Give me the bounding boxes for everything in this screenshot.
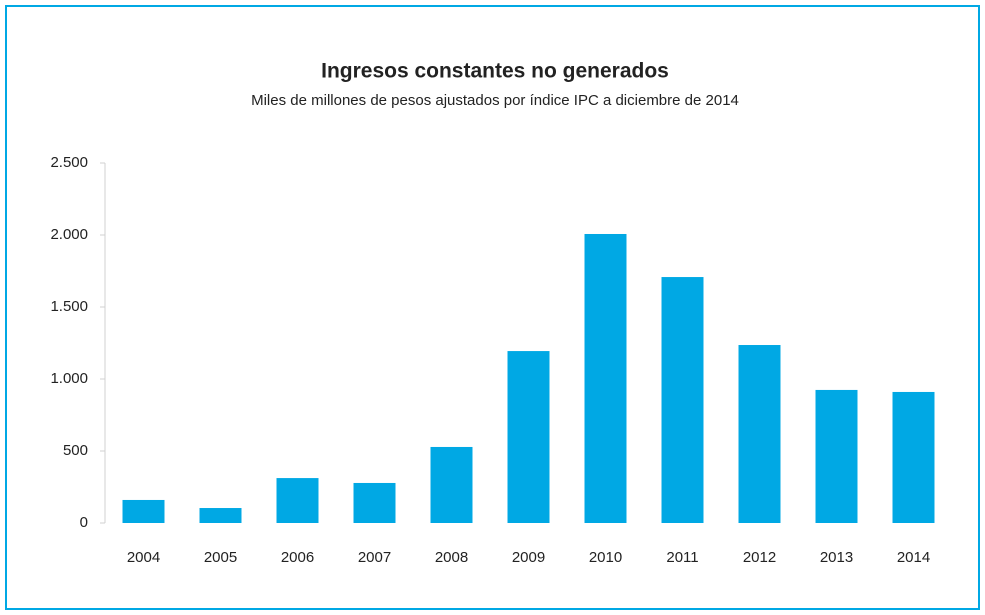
x-tick-label: 2004 bbox=[127, 549, 160, 566]
bar bbox=[892, 391, 935, 523]
bar bbox=[584, 233, 627, 523]
x-tick-label: 2007 bbox=[358, 549, 391, 566]
x-tick-label: 2012 bbox=[743, 549, 776, 566]
bar bbox=[661, 277, 704, 523]
bar bbox=[507, 351, 550, 523]
x-tick-label: 2011 bbox=[666, 549, 698, 566]
y-tick-label: 2.000 bbox=[50, 226, 88, 243]
y-tick-label: 500 bbox=[63, 442, 88, 459]
chart-subtitle: Miles de millones de pesos ajustados por… bbox=[251, 92, 739, 109]
bar bbox=[353, 482, 396, 523]
y-tick-label: 0 bbox=[80, 514, 88, 531]
x-tick-label: 2013 bbox=[820, 549, 853, 566]
x-tick-label: 2014 bbox=[897, 549, 930, 566]
bar bbox=[430, 446, 473, 523]
bar bbox=[276, 478, 319, 523]
chart-title: Ingresos constantes no generados bbox=[321, 60, 669, 83]
frame bbox=[5, 5, 980, 610]
bar bbox=[738, 345, 781, 523]
y-tick-label: 1.500 bbox=[50, 298, 88, 315]
x-tick-label: 2006 bbox=[281, 549, 314, 566]
bar bbox=[199, 508, 242, 523]
x-tick-label: 2009 bbox=[512, 549, 545, 566]
y-tick-label: 2.500 bbox=[50, 154, 88, 171]
x-tick-label: 2008 bbox=[435, 549, 468, 566]
bar bbox=[815, 389, 858, 523]
x-tick-label: 2005 bbox=[204, 549, 237, 566]
bar bbox=[122, 499, 165, 523]
x-tick-label: 2010 bbox=[589, 549, 622, 566]
y-tick-label: 1.000 bbox=[50, 370, 88, 387]
